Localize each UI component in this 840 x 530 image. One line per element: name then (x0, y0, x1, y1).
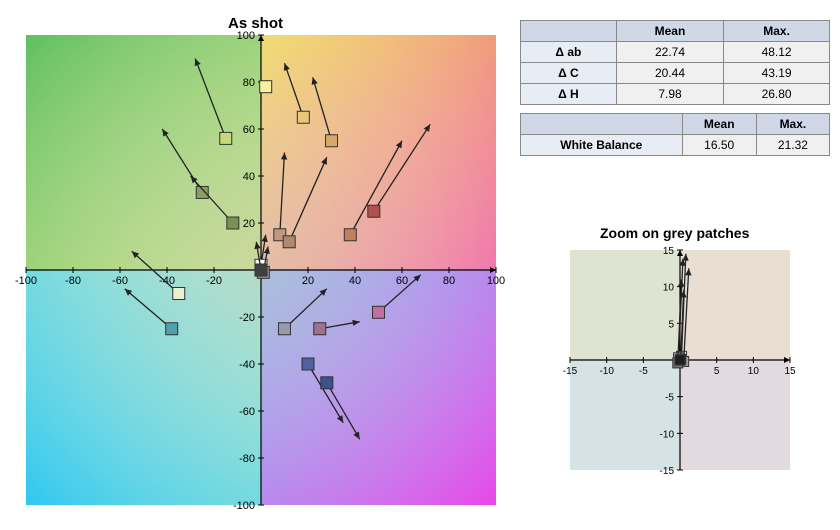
cell-value: 48.12 (724, 42, 830, 63)
svg-text:-20: -20 (239, 312, 255, 324)
main-lab-chart: As shot Lab map -100-80-60-40-2020406080… (8, 15, 513, 520)
wb-table: MeanMax.White Balance16.5021.32 (520, 113, 830, 156)
svg-text:-5: -5 (665, 393, 674, 404)
cell-value: 20.44 (616, 63, 723, 84)
stats-tables: MeanMax.Δ ab22.7448.12Δ C20.4443.19Δ H7.… (520, 20, 830, 164)
delta-table: MeanMax.Δ ab22.7448.12Δ C20.4443.19Δ H7.… (520, 20, 830, 105)
svg-text:-60: -60 (112, 275, 128, 287)
svg-text:40: 40 (243, 171, 255, 183)
cell-value: 7.98 (616, 84, 723, 105)
cell-value: 26.80 (724, 84, 830, 105)
cell-value: 22.74 (616, 42, 723, 63)
svg-text:60: 60 (243, 124, 255, 136)
row-label: Δ ab (521, 42, 617, 63)
table-row: Δ H7.9826.80 (521, 84, 830, 105)
table-header: Max. (724, 21, 830, 42)
svg-text:-40: -40 (159, 275, 175, 287)
svg-text:20: 20 (302, 275, 314, 287)
row-label: White Balance (521, 135, 683, 156)
svg-text:-100: -100 (233, 500, 255, 512)
svg-text:10: 10 (748, 366, 760, 377)
svg-text:40: 40 (349, 275, 361, 287)
svg-text:-40: -40 (239, 359, 255, 371)
table-header: Mean (682, 114, 756, 135)
svg-text:-10: -10 (599, 366, 614, 377)
svg-text:-20: -20 (206, 275, 222, 287)
svg-text:-15: -15 (563, 366, 578, 377)
row-label: Δ C (521, 63, 617, 84)
main-chart-svg: -100 -80 -60 -40 -20 20 40 60 80 100 -100 -80 -60 -40… (8, 15, 513, 520)
svg-text:-80: -80 (239, 453, 255, 465)
svg-text:-80: -80 (65, 275, 81, 287)
svg-text:60: 60 (396, 275, 408, 287)
table-header (521, 114, 683, 135)
svg-text:80: 80 (443, 275, 455, 287)
svg-text:-5: -5 (639, 366, 648, 377)
svg-text:-60: -60 (239, 406, 255, 418)
svg-text:20: 20 (243, 218, 255, 230)
cell-value: 16.50 (682, 135, 756, 156)
svg-text:5: 5 (668, 319, 674, 330)
zoom-chart-svg: -15 -10 -5 5 10 15 -15 -10 -5 5 10 15 (530, 225, 820, 515)
svg-text:15: 15 (784, 366, 796, 377)
table-row: White Balance16.5021.32 (521, 135, 830, 156)
zoom-lab-chart: Zoom on grey patches Lab map -15-10-5510… (530, 225, 820, 515)
svg-text:100: 100 (237, 30, 255, 42)
row-label: Δ H (521, 84, 617, 105)
table-row: Δ ab22.7448.12 (521, 42, 830, 63)
svg-text:15: 15 (663, 246, 675, 257)
svg-text:5: 5 (714, 366, 720, 377)
svg-text:100: 100 (487, 275, 505, 287)
cell-value: 43.19 (724, 63, 830, 84)
svg-text:10: 10 (663, 283, 675, 294)
cell-value: 21.32 (756, 135, 829, 156)
svg-text:-100: -100 (15, 275, 37, 287)
table-header: Mean (616, 21, 723, 42)
svg-text:80: 80 (243, 77, 255, 89)
table-row: Δ C20.4443.19 (521, 63, 830, 84)
table-header: Max. (756, 114, 829, 135)
table-header (521, 21, 617, 42)
svg-text:-10: -10 (660, 429, 675, 440)
svg-text:-15: -15 (660, 466, 675, 477)
